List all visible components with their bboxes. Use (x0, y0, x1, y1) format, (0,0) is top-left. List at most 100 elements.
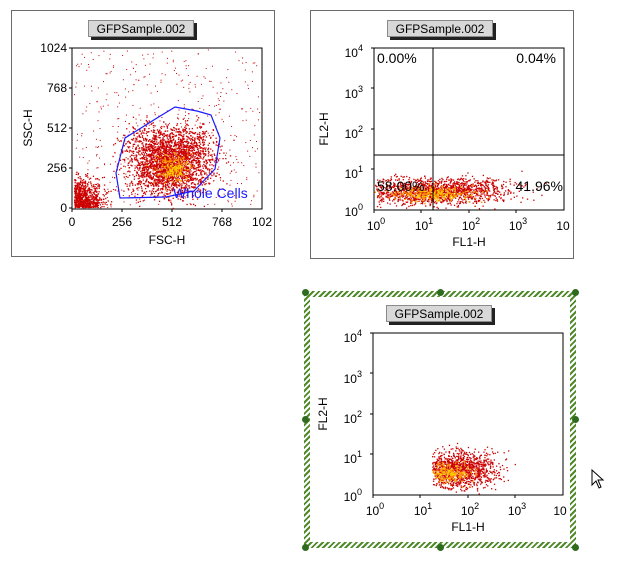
scatter-dots (74, 49, 261, 210)
y-tick-base: 10 (345, 46, 359, 60)
resize-handle-top-left[interactable] (301, 288, 309, 296)
x-tick-10e1: 101 (415, 216, 433, 233)
y-axis-label: FL2-H (317, 112, 331, 145)
y-tick-base: 10 (344, 490, 358, 504)
x-tick-256: 256 (112, 215, 132, 229)
gated-plot-svg: 104 103 102 101 100 100 101 102 103 10 F… (316, 328, 567, 534)
quadrant-lr-value: 41.96% (516, 178, 563, 194)
x-tick-exp: 1 (427, 501, 432, 511)
y-tick-base: 10 (345, 205, 359, 219)
gated-dots (432, 442, 517, 495)
scatter-plot-panel[interactable]: 1024 768 512 256 0 0 256 512 768 102 FSC… (11, 10, 275, 257)
resize-handle-top-center[interactable] (436, 288, 444, 296)
y-tick-10e1: 101 (344, 449, 362, 466)
y-tick-10e2: 102 (345, 124, 363, 141)
x-tick-base: 10 (414, 504, 428, 518)
y-tick-base: 10 (345, 127, 359, 141)
y-tick-base: 10 (345, 167, 359, 181)
x-tick-exp: 2 (475, 216, 480, 226)
x-tick-exp: 2 (474, 501, 479, 511)
resize-handle-bottom-right[interactable] (571, 543, 579, 551)
y-axis-label: SSC-H (21, 109, 35, 146)
x-tick-10e4: 10 (556, 219, 570, 233)
y-tick-exp: 0 (357, 487, 362, 497)
y-tick-10e1: 101 (345, 164, 363, 181)
y-tick-256: 256 (47, 161, 67, 175)
x-tick-exp: 3 (521, 501, 526, 511)
x-tick-10e3: 103 (508, 501, 526, 518)
x-tick-10e2: 102 (461, 501, 479, 518)
x-tick-10e4: 10 (553, 504, 567, 518)
x-tick-512: 512 (162, 215, 182, 229)
x-tick-exp: 0 (379, 501, 384, 511)
y-tick-10e4: 104 (344, 328, 362, 345)
y-tick-base: 10 (344, 331, 358, 345)
quadrant-plot-area (373, 47, 565, 211)
x-tick-base: 10 (509, 219, 523, 233)
y-tick-768: 768 (47, 81, 67, 95)
x-tick-10e3: 103 (509, 216, 527, 233)
x-tick-10e2: 102 (462, 216, 480, 233)
y-tick-10e4: 104 (345, 43, 363, 60)
y-tick-10e3: 103 (344, 369, 362, 386)
plot-title: GFPSample.002 (394, 307, 484, 321)
plot-title-tag: GFPSample.002 (386, 305, 492, 322)
scatter-plot-svg: 1024 768 512 256 0 0 256 512 768 102 FSC… (21, 41, 272, 247)
x-tick-base: 10 (508, 504, 522, 518)
quadrant-plot-panel[interactable]: 0.00% 0.04% 58.00% 41.96% 104 103 102 10… (310, 10, 574, 259)
x-tick-exp: 0 (380, 216, 385, 226)
y-tick-exp: 2 (358, 124, 363, 134)
quadrant-ur-value: 0.04% (516, 50, 556, 66)
quadrant-ll-value: 58.00% (377, 178, 424, 194)
x-tick-base: 10 (367, 219, 381, 233)
y-tick-10e3: 103 (345, 84, 363, 101)
y-tick-base: 10 (345, 87, 359, 101)
y-tick-512: 512 (47, 121, 67, 135)
y-tick-10e0: 100 (344, 487, 362, 504)
x-tick-base: 10 (415, 219, 429, 233)
x-tick-1024: 102 (252, 215, 272, 229)
y-tick-exp: 2 (357, 409, 362, 419)
resize-handle-bottom-center[interactable] (436, 543, 444, 551)
y-tick-10e0: 100 (345, 202, 363, 219)
x-tick-base: 10 (553, 504, 567, 518)
whole-cells-gate[interactable] (115, 106, 221, 199)
x-tick-10e0: 100 (366, 501, 384, 518)
quadrant-plot-svg: 0.00% 0.04% 58.00% 41.96% 104 103 102 10… (317, 43, 570, 249)
quadrant-ul-value: 0.00% (377, 50, 417, 66)
gate-label: Whole Cells (173, 185, 248, 201)
y-tick-exp: 3 (358, 84, 363, 94)
x-tick-10e0: 100 (367, 216, 385, 233)
y-tick-base: 10 (344, 412, 358, 426)
x-axis-label: FL1-H (451, 520, 484, 534)
y-tick-exp: 4 (357, 328, 362, 338)
plot-title-tag: GFPSample.002 (387, 20, 493, 37)
mouse-pointer-icon (591, 468, 605, 489)
resize-handle-bottom-left[interactable] (301, 543, 309, 551)
gated-plot-panel[interactable]: 104 103 102 101 100 100 101 102 103 10 F… (310, 297, 570, 542)
x-tick-0: 0 (69, 215, 76, 229)
x-tick-exp: 1 (428, 216, 433, 226)
x-tick-exp: 3 (522, 216, 527, 226)
quad-dots (374, 170, 547, 210)
x-tick-base: 10 (366, 504, 380, 518)
plot-title-tag: GFPSample.002 (88, 20, 194, 37)
x-tick-base: 10 (462, 219, 476, 233)
y-tick-exp: 1 (358, 164, 363, 174)
x-tick-base: 10 (461, 504, 475, 518)
resize-handle-middle-left[interactable] (301, 415, 309, 423)
y-tick-10e2: 102 (344, 409, 362, 426)
y-axis-label: FL2-H (316, 397, 330, 430)
y-tick-exp: 1 (357, 449, 362, 459)
y-tick-exp: 3 (357, 369, 362, 379)
plot-title: GFPSample.002 (96, 22, 186, 36)
y-tick-0: 0 (60, 201, 67, 215)
x-axis-label: FSC-H (149, 233, 186, 247)
resize-handle-middle-right[interactable] (571, 415, 579, 423)
y-tick-exp: 4 (358, 43, 363, 53)
resize-handle-top-right[interactable] (571, 288, 579, 296)
y-tick-base: 10 (344, 372, 358, 386)
x-tick-768: 768 (212, 215, 232, 229)
x-axis-label: FL1-H (452, 235, 485, 249)
x-tick-base: 10 (556, 219, 570, 233)
